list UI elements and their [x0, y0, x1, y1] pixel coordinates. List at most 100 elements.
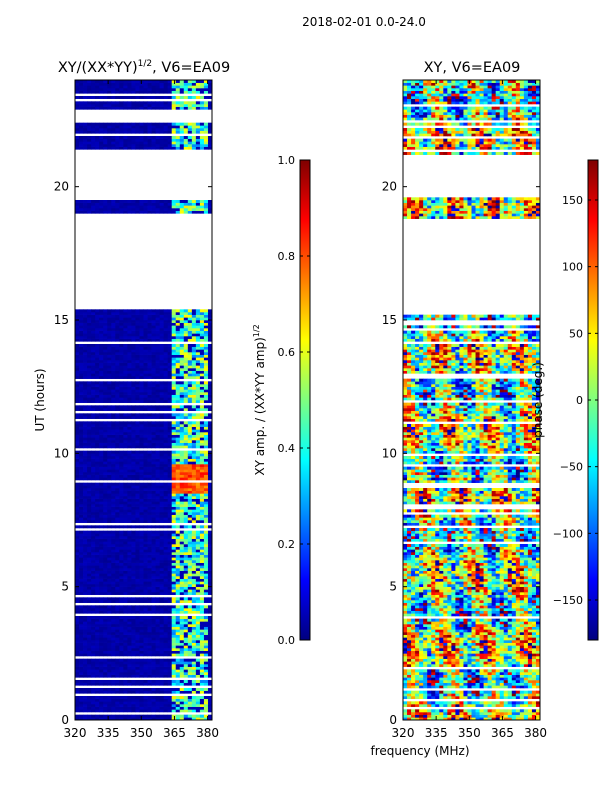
heat-cell	[119, 589, 124, 593]
heat-cell	[155, 432, 161, 435]
heat-cell	[83, 469, 88, 473]
heat-cell	[131, 146, 136, 150]
heat-cell	[95, 312, 100, 315]
heat-cell	[179, 458, 185, 462]
heat-cell	[159, 704, 165, 707]
heat-cell	[147, 453, 152, 457]
heat-cell	[123, 616, 128, 619]
heat-cell	[207, 384, 212, 387]
heat-cell	[187, 357, 193, 361]
heat-cell	[103, 477, 108, 481]
heat-cell	[107, 666, 112, 670]
heat-cell	[207, 317, 212, 321]
heat-cell	[199, 336, 205, 339]
heat-cell	[111, 549, 116, 553]
heat-cell	[155, 536, 161, 539]
heat-cell	[115, 322, 120, 326]
heat-cell	[155, 464, 161, 467]
heat-cell	[95, 541, 100, 545]
heat-cell	[183, 626, 189, 630]
heat-cell	[115, 701, 120, 705]
heat-cell	[79, 458, 84, 462]
heat-cell	[127, 706, 132, 710]
heat-cell	[127, 618, 132, 622]
heat-cell	[79, 706, 84, 710]
heat-cell	[95, 493, 100, 497]
heat-cell	[91, 346, 96, 350]
heat-cell	[139, 597, 144, 601]
heat-cell	[179, 592, 185, 595]
heat-cell	[115, 202, 120, 206]
heat-cell	[163, 373, 169, 377]
heat-cell	[111, 568, 116, 571]
heat-cell	[159, 610, 165, 614]
heat-cell	[199, 570, 205, 574]
heat-cell	[195, 464, 201, 467]
heat-cell	[95, 624, 100, 627]
heat-cell	[155, 578, 161, 582]
heat-cell	[135, 517, 140, 521]
heat-cell	[131, 322, 136, 326]
heat-cell	[199, 472, 205, 475]
heat-cell	[179, 493, 185, 497]
heat-cell	[87, 512, 92, 515]
heat-cell	[191, 349, 197, 353]
heat-cell	[115, 704, 120, 707]
heat-cell	[171, 338, 177, 342]
heat-cell	[171, 530, 177, 534]
heat-cell	[111, 573, 116, 577]
heat-cell	[119, 394, 124, 398]
heat-cell	[111, 362, 116, 366]
heat-cell	[159, 629, 165, 633]
heat-cell	[103, 357, 108, 361]
heat-cell	[171, 704, 177, 707]
heat-cell	[151, 450, 156, 454]
heat-cell	[191, 328, 197, 331]
heat-cell	[103, 496, 108, 499]
heat-cell	[171, 325, 177, 329]
heat-cell	[131, 629, 136, 633]
heat-cell	[99, 453, 104, 457]
heat-cell	[147, 552, 152, 555]
heat-cell	[83, 552, 88, 555]
heat-cell	[91, 466, 96, 470]
heat-cell	[195, 434, 201, 438]
heat-cell	[107, 437, 112, 441]
heat-cell	[167, 504, 173, 507]
heat-cell	[207, 690, 212, 694]
heat-cell	[95, 405, 100, 409]
heat-cell	[187, 605, 193, 609]
heat-cell	[179, 696, 185, 699]
heat-cell	[163, 488, 169, 491]
heat-cell	[131, 477, 136, 481]
heat-cell	[179, 608, 185, 611]
heat-cell	[179, 208, 185, 211]
heat-cell	[95, 682, 100, 686]
heat-cell	[139, 648, 144, 651]
heat-cell	[135, 368, 140, 371]
heat-cell	[103, 346, 108, 350]
heat-cell	[143, 405, 148, 409]
heat-cell	[127, 208, 132, 211]
heat-cell	[119, 432, 124, 435]
heat-cell	[111, 592, 116, 595]
heat-cell	[75, 512, 80, 515]
heat-cell	[79, 330, 84, 334]
heat-cell	[139, 573, 144, 577]
heat-cell	[75, 533, 80, 537]
heat-cell	[131, 397, 136, 401]
heat-cell	[87, 498, 92, 502]
heat-cell	[167, 141, 173, 145]
heat-cell	[135, 413, 140, 417]
heat-cell	[103, 344, 108, 347]
heat-cell	[103, 205, 108, 209]
heat-cell	[95, 664, 100, 667]
heat-cell	[203, 648, 209, 651]
heat-cell	[75, 666, 80, 670]
heat-cell	[151, 488, 156, 491]
heat-cell	[127, 592, 132, 595]
heat-cell	[83, 464, 88, 467]
heat-cell	[171, 546, 177, 550]
heat-cell	[79, 533, 84, 537]
heat-cell	[111, 368, 116, 371]
